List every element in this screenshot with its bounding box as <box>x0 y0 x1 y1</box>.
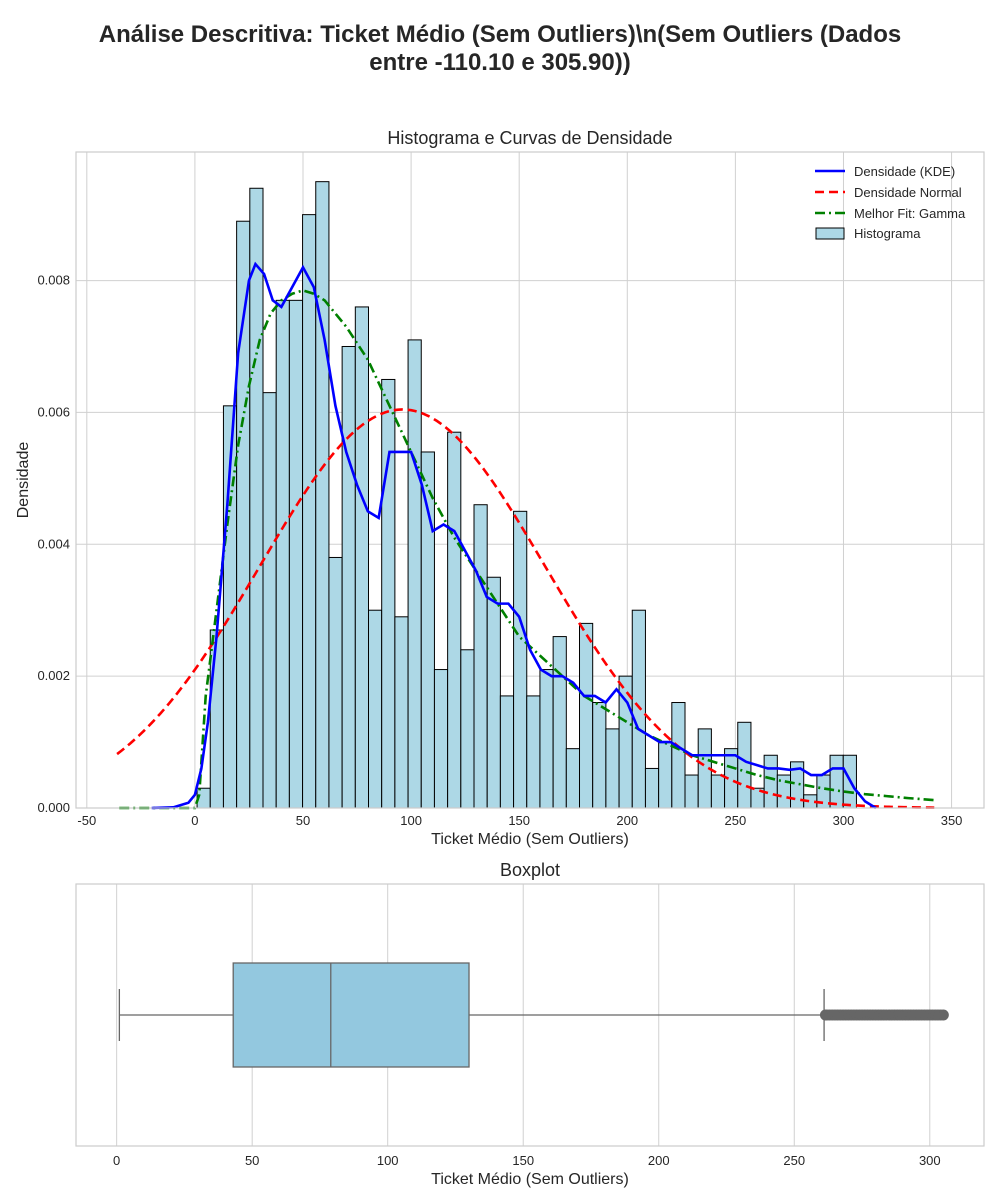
hist-bar <box>249 187 264 809</box>
kde-density-line <box>151 261 877 810</box>
hist-bar <box>209 629 224 809</box>
boxplot-panel: Boxplot 0 50 100 150 200 250 300 Ticket Médio … <box>75 860 985 1188</box>
box-xlabel: Ticket Médio (Sem Outliers) <box>431 1171 629 1188</box>
hist-xtick-label: -50 <box>77 813 96 828</box>
hist-bar <box>579 622 594 809</box>
hist-bar <box>328 556 343 809</box>
box-xtick-label: 100 <box>377 1153 399 1168</box>
hist-bar <box>486 576 501 809</box>
hist-axes-frame <box>75 151 985 809</box>
hist-bar <box>302 214 317 809</box>
gamma-fit-line <box>119 289 935 810</box>
hist-bar <box>381 378 396 809</box>
hist-bar <box>368 609 383 809</box>
legend-histogram-swatch <box>815 227 845 240</box>
box-iqr <box>232 962 470 1068</box>
legend-kde-label: Densidade (KDE) <box>854 164 955 179</box>
legend-gamma-label: Melhor Fit: Gamma <box>854 206 966 221</box>
hist-xtick-label: 50 <box>296 813 310 828</box>
hist-bar <box>513 510 528 809</box>
hist-xtick-label: 250 <box>725 813 747 828</box>
legend-normal-label: Densidade Normal <box>854 185 962 200</box>
hist-xtick-label: 300 <box>833 813 855 828</box>
hist-bar <box>236 220 251 809</box>
suptitle-line-1: Análise Descritiva: Ticket Médio (Sem Ou… <box>99 21 901 48</box>
box-xtick-label: 200 <box>648 1153 670 1168</box>
box-xtick-label: 250 <box>783 1153 805 1168</box>
hist-bar <box>658 741 673 809</box>
box-xtick-label: 50 <box>245 1153 259 1168</box>
hist-bar <box>684 774 699 809</box>
hist-xtick-labels: -50 0 50 100 150 200 250 300 350 <box>77 813 962 828</box>
hist-bar <box>829 754 844 809</box>
hist-bar <box>499 695 515 809</box>
histogram-panel: Histograma e Curvas de Densidade -50 0 50 1… <box>15 128 985 848</box>
box-xtick-label: 0 <box>113 1153 120 1168</box>
hist-ylabel: Densidade <box>15 442 32 519</box>
box-xtick-label: 150 <box>512 1153 534 1168</box>
suptitle-line-2: entre -110.10 e 305.90)) <box>369 49 631 76</box>
legend: Densidade (KDE) Densidade Normal Melhor … <box>815 164 966 241</box>
hist-bar <box>671 702 686 809</box>
box-xtick-label: 300 <box>919 1153 941 1168</box>
hist-bar <box>354 306 370 809</box>
hist-bar <box>262 392 277 809</box>
box-axes-frame <box>75 883 985 1147</box>
hist-bar <box>315 181 330 809</box>
box-xtick-labels: 0 50 100 150 200 250 300 <box>113 1153 941 1168</box>
hist-bar <box>552 636 567 809</box>
box-outliers <box>819 1009 949 1021</box>
hist-xtick-label: 100 <box>400 813 422 828</box>
hist-bar <box>644 767 660 809</box>
hist-bar <box>341 345 356 809</box>
hist-bar <box>539 669 554 809</box>
hist-ytick-labels: 0.000 0.002 0.004 0.006 0.008 <box>37 273 70 815</box>
box-outlier-point <box>937 1009 949 1021</box>
hist-ytick-label: 0.008 <box>37 273 70 288</box>
hist-bar <box>631 609 646 809</box>
hist-bar <box>288 299 304 809</box>
hist-title: Histograma e Curvas de Densidade <box>387 128 672 148</box>
box-title: Boxplot <box>500 860 560 880</box>
hist-bar <box>592 702 607 809</box>
hist-ytick-label: 0.004 <box>37 536 70 551</box>
hist-bar <box>526 695 541 809</box>
hist-ytick-label: 0.006 <box>37 404 70 419</box>
hist-bar <box>737 721 752 809</box>
hist-bar <box>763 754 778 809</box>
hist-xtick-label: 150 <box>508 813 530 828</box>
hist-xtick-label: 200 <box>616 813 638 828</box>
normal-density-line <box>116 408 935 809</box>
hist-xlabel: Ticket Médio (Sem Outliers) <box>431 831 629 848</box>
hist-bar <box>605 728 620 809</box>
hist-ytick-label: 0.002 <box>37 668 70 683</box>
hist-ytick-label: 0.000 <box>37 800 70 815</box>
hist-bar <box>394 616 409 809</box>
hist-bar <box>710 774 726 809</box>
hist-bar <box>275 299 290 809</box>
hist-bar <box>473 504 488 809</box>
hist-bar <box>460 649 475 809</box>
hist-bars <box>196 181 857 809</box>
hist-xtick-label: 350 <box>941 813 963 828</box>
hist-bar <box>447 431 462 809</box>
legend-histogram-label: Histograma <box>854 226 921 241</box>
hist-xtick-label: 0 <box>191 813 198 828</box>
hist-bar <box>433 669 449 809</box>
hist-bar <box>565 748 581 809</box>
